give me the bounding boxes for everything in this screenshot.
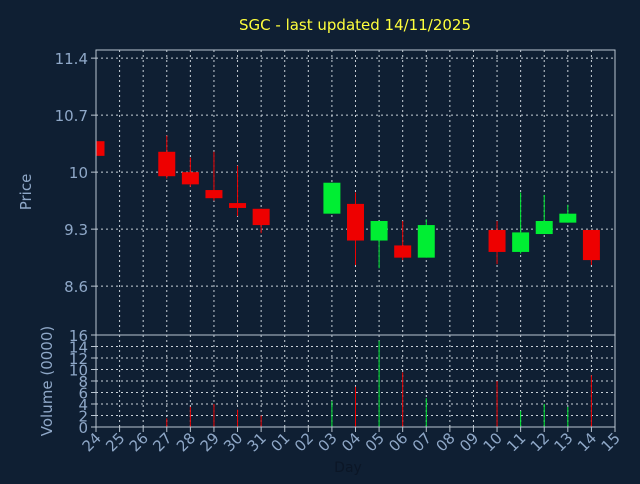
candle-body xyxy=(535,221,553,235)
price-tick-label: 9.3 xyxy=(64,221,88,239)
volume-bars xyxy=(166,340,592,427)
candle-body xyxy=(229,203,247,208)
x-axis-label: Day xyxy=(334,460,362,476)
volume-tick-label: 4 xyxy=(78,396,88,414)
candle-body xyxy=(347,203,364,241)
price-y-ticks: 11.4 10.7 10 9.3 8.6 xyxy=(55,50,96,296)
candle-body xyxy=(181,172,199,185)
volume-tick-label: 16 xyxy=(69,327,88,345)
candle-body xyxy=(559,213,577,223)
price-tick-label: 8.6 xyxy=(64,278,88,296)
price-tick-label: 10 xyxy=(69,164,88,182)
price-tick-label: 11.4 xyxy=(55,50,88,68)
candles xyxy=(95,135,600,269)
x-ticks: 2425262728293031010203040506070809101112… xyxy=(79,427,624,455)
price-tick-label: 10.7 xyxy=(55,107,88,125)
price-axis-label: Price xyxy=(17,174,35,211)
candle-body xyxy=(96,141,105,156)
volume-tick-label: 6 xyxy=(78,385,88,403)
volume-tick-label: 8 xyxy=(78,373,88,391)
volume-tick-label: 12 xyxy=(69,350,88,368)
volume-axis-label: Volume (0000) xyxy=(38,326,56,436)
volume-tick-label: 0 xyxy=(78,419,88,437)
candle-body xyxy=(323,182,341,214)
candle-body xyxy=(158,151,176,177)
candle-body xyxy=(252,208,270,226)
candle-body xyxy=(394,245,412,258)
chart-title: SGC - last updated 14/11/2025 xyxy=(239,16,471,34)
volume-tick-label: 2 xyxy=(78,408,88,426)
candle-body xyxy=(488,229,506,252)
candle-body xyxy=(512,232,530,252)
volume-tick-label: 14 xyxy=(69,339,88,357)
candle-body xyxy=(370,221,388,241)
candle-body xyxy=(582,229,600,261)
volume-tick-label: 10 xyxy=(69,362,88,380)
candle-body xyxy=(205,190,223,199)
candle-body xyxy=(417,225,435,258)
